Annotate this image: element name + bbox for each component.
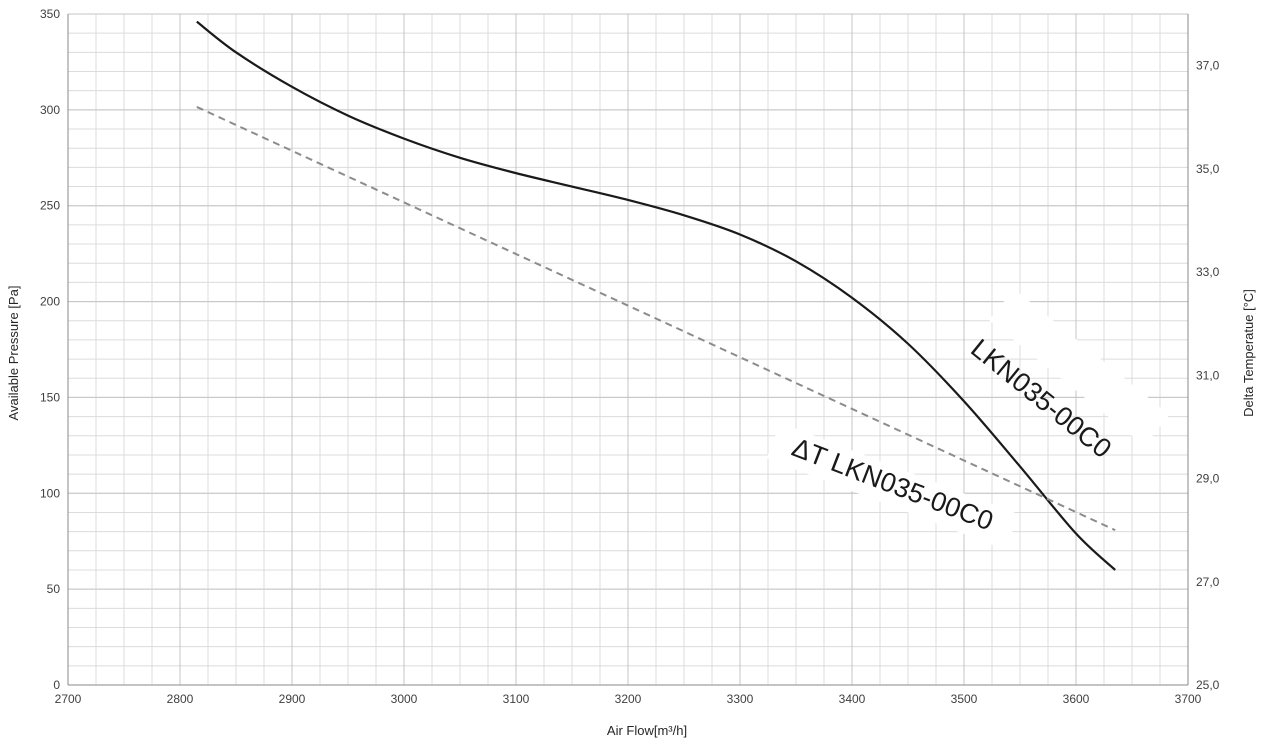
y2-tick-label: 29,0 [1196, 472, 1220, 486]
y2-tick-label: 35,0 [1196, 162, 1220, 176]
y-tick-label: 100 [40, 486, 60, 500]
x-tick-label: 3500 [951, 692, 978, 706]
y-tick-label: 250 [40, 199, 60, 213]
x-tick-label: 3300 [727, 692, 754, 706]
y-tick-label: 150 [40, 390, 60, 404]
x-tick-label: 2700 [55, 692, 82, 706]
series-lines [196, 20, 1116, 571]
x-tick-label: 3200 [615, 692, 642, 706]
y2-tick-label: 31,0 [1196, 368, 1220, 382]
x-tick-label: 2900 [279, 692, 306, 706]
y-tick-label: 200 [40, 295, 60, 309]
series-label-delta: ΔT LKN035-00C0 [766, 422, 1020, 550]
y2-tick-label: 25,0 [1196, 678, 1220, 692]
series-label-delta-text: ΔT LKN035-00C0 [788, 432, 997, 536]
y2-tick-label: 37,0 [1196, 59, 1220, 73]
y-tick-label: 300 [40, 103, 60, 117]
x-tick-label: 3000 [391, 692, 418, 706]
x-tick-label: 3600 [1063, 692, 1090, 706]
pressure-curve-line [196, 20, 1116, 571]
series-label-delta-bg [766, 422, 1020, 550]
y2-tick-label: 33,0 [1196, 265, 1220, 279]
y-axis-title: Available Pressure [Pa] [6, 286, 21, 421]
x-axis-title: Air Flow[m³/h] [607, 723, 687, 738]
y2-tick-label: 27,0 [1196, 575, 1220, 589]
y-tick-label: 50 [47, 582, 61, 596]
x-tick-label: 3700 [1175, 692, 1202, 706]
x-tick-label: 3400 [839, 692, 866, 706]
x-tick-label: 3100 [503, 692, 530, 706]
y-tick-label: 0 [53, 678, 60, 692]
delta-temperature-line [196, 105, 1116, 532]
x-tick-label: 2800 [167, 692, 194, 706]
tick-labels: 2700 2800 2900 3000 3100 3200 3300 3400 3500 3600… [40, 7, 1220, 706]
axes [67, 14, 1189, 686]
y2-axis-title: Delta Temperatue [°C] [1241, 289, 1256, 417]
series-label-main-bg [988, 288, 1170, 446]
y-tick-label: 350 [40, 7, 60, 21]
